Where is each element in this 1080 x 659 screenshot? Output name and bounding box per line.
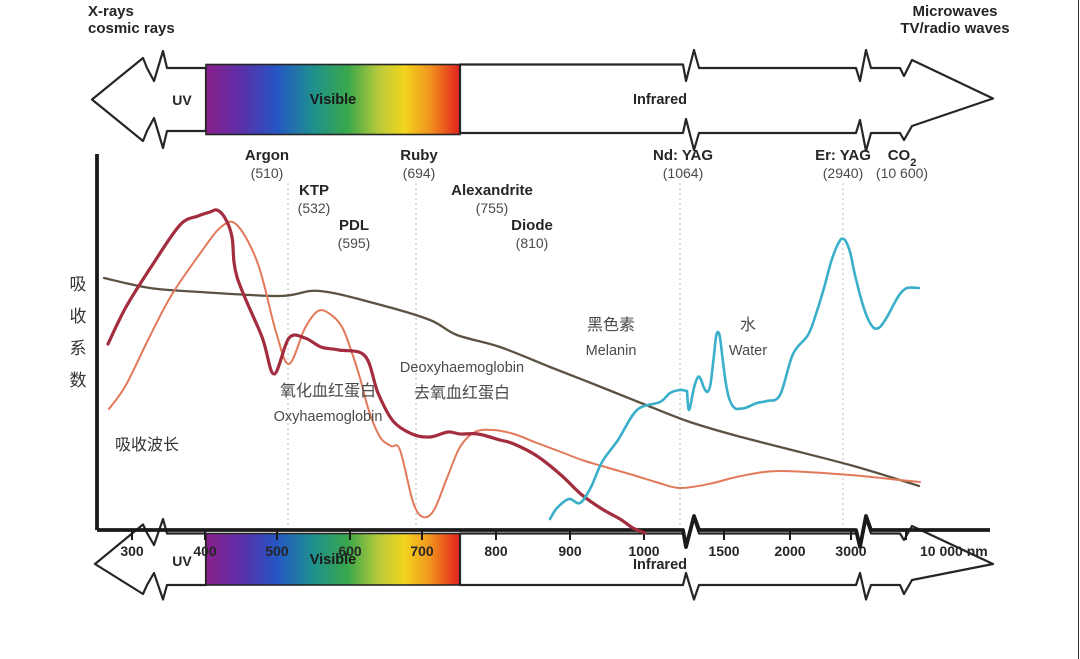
svg-text:KTP: KTP: [299, 182, 329, 199]
svg-text:UV: UV: [172, 92, 192, 108]
svg-text:吸收波长: 吸收波长: [115, 436, 179, 454]
svg-text:(595): (595): [338, 235, 371, 251]
svg-text:PDL: PDL: [339, 217, 369, 234]
svg-text:Infrared: Infrared: [633, 557, 687, 573]
svg-text:800: 800: [484, 543, 508, 559]
svg-text:Alexandrite: Alexandrite: [451, 182, 533, 199]
svg-text:黑色素: 黑色素: [587, 316, 635, 334]
svg-text:水: 水: [740, 316, 756, 334]
svg-text:Er: YAG: Er: YAG: [815, 147, 871, 164]
svg-text:去氧血红蛋白: 去氧血红蛋白: [414, 384, 510, 402]
svg-text:400: 400: [193, 543, 217, 559]
svg-text:(2940): (2940): [823, 165, 863, 181]
svg-text:Nd: YAG: Nd: YAG: [653, 147, 713, 164]
svg-text:cosmic rays: cosmic rays: [88, 20, 175, 37]
svg-text:Oxyhaemoglobin: Oxyhaemoglobin: [274, 409, 383, 425]
svg-text:X-rays: X-rays: [88, 3, 134, 20]
svg-text:(1064): (1064): [663, 165, 703, 181]
svg-text:Deoxyhaemoglobin: Deoxyhaemoglobin: [400, 360, 524, 376]
svg-text:Visible: Visible: [310, 92, 356, 108]
svg-text:Microwaves: Microwaves: [912, 3, 997, 20]
svg-text:系: 系: [70, 339, 87, 358]
svg-text:(532): (532): [298, 200, 331, 216]
svg-text:1000: 1000: [628, 543, 659, 559]
svg-text:数: 数: [70, 371, 87, 390]
svg-text:吸: 吸: [70, 275, 87, 294]
svg-text:700: 700: [410, 543, 434, 559]
svg-text:900: 900: [558, 543, 582, 559]
svg-text:1500: 1500: [708, 543, 739, 559]
svg-text:Water: Water: [729, 343, 767, 359]
svg-text:10 000 nm: 10 000 nm: [920, 543, 988, 559]
svg-text:3000: 3000: [835, 543, 866, 559]
svg-text:600: 600: [338, 543, 362, 559]
svg-text:(694): (694): [403, 165, 436, 181]
svg-text:UV: UV: [172, 553, 192, 569]
svg-text:氧化血红蛋白: 氧化血红蛋白: [280, 382, 376, 400]
svg-text:Ruby: Ruby: [400, 147, 438, 164]
svg-text:(810): (810): [516, 235, 549, 251]
svg-text:Argon: Argon: [245, 147, 289, 164]
svg-text:TV/radio waves: TV/radio waves: [900, 20, 1009, 37]
svg-text:2000: 2000: [774, 543, 805, 559]
svg-text:(510): (510): [251, 165, 284, 181]
svg-text:(10 600): (10 600): [876, 165, 928, 181]
svg-text:收: 收: [70, 307, 87, 326]
svg-text:(755): (755): [476, 200, 509, 216]
svg-text:300: 300: [120, 543, 144, 559]
svg-text:Infrared: Infrared: [633, 92, 687, 108]
svg-text:500: 500: [265, 543, 289, 559]
svg-text:Diode: Diode: [511, 217, 553, 234]
svg-text:Melanin: Melanin: [586, 343, 637, 359]
